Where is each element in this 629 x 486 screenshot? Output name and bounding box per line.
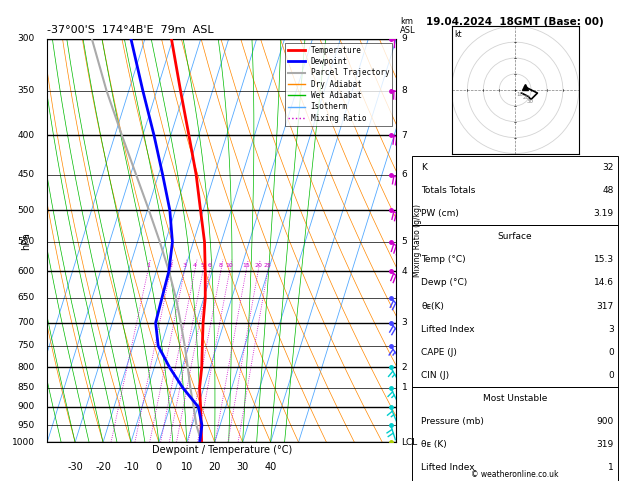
Text: 48: 48 <box>603 186 614 195</box>
Text: 8: 8 <box>219 263 223 268</box>
Text: 8: 8 <box>401 86 407 95</box>
Text: -10: -10 <box>123 463 139 472</box>
Text: LCL: LCL <box>401 438 418 447</box>
Text: 10: 10 <box>181 463 193 472</box>
Text: 300: 300 <box>18 35 35 43</box>
Text: 400: 400 <box>18 131 35 140</box>
Text: km
ASL: km ASL <box>400 17 415 35</box>
Text: Pressure (mb): Pressure (mb) <box>421 417 484 426</box>
Text: 450: 450 <box>18 170 35 179</box>
Text: 32: 32 <box>603 163 614 172</box>
Text: Totals Totals: Totals Totals <box>421 186 476 195</box>
Text: 2: 2 <box>401 363 407 372</box>
Text: 14.6: 14.6 <box>594 278 614 287</box>
Text: 0: 0 <box>608 347 614 357</box>
Text: 20: 20 <box>254 263 262 268</box>
Text: 20: 20 <box>209 463 221 472</box>
Text: 0: 0 <box>608 371 614 380</box>
Text: K: K <box>421 163 427 172</box>
Text: hPa: hPa <box>21 232 31 249</box>
Text: 30: 30 <box>237 463 249 472</box>
Text: CAPE (J): CAPE (J) <box>421 347 457 357</box>
Text: 1: 1 <box>146 263 150 268</box>
Text: Temp (°C): Temp (°C) <box>421 255 465 264</box>
Text: Surface: Surface <box>498 232 533 241</box>
Text: θᴇ (K): θᴇ (K) <box>421 440 447 449</box>
Text: Dewp (°C): Dewp (°C) <box>421 278 467 287</box>
Text: Most Unstable: Most Unstable <box>483 394 547 403</box>
Text: Lifted Index: Lifted Index <box>421 463 475 472</box>
Text: 3: 3 <box>401 318 407 327</box>
Text: 7: 7 <box>401 131 407 140</box>
Text: Lifted Index: Lifted Index <box>421 325 475 333</box>
Text: 5: 5 <box>201 263 205 268</box>
Text: 19.04.2024  18GMT (Base: 00): 19.04.2024 18GMT (Base: 00) <box>426 17 604 27</box>
Text: 1: 1 <box>401 383 407 392</box>
Text: 750: 750 <box>18 341 35 350</box>
Text: 4: 4 <box>401 267 407 276</box>
Text: 15.3: 15.3 <box>594 255 614 264</box>
Text: -20: -20 <box>95 463 111 472</box>
Text: Mixing Ratio (g/kg): Mixing Ratio (g/kg) <box>413 204 421 277</box>
Text: 650: 650 <box>18 294 35 302</box>
Text: 500: 500 <box>18 206 35 214</box>
Text: 950: 950 <box>18 420 35 430</box>
Text: 5: 5 <box>401 238 407 246</box>
Text: 15: 15 <box>242 263 250 268</box>
Text: 25: 25 <box>264 263 272 268</box>
Text: 800: 800 <box>18 363 35 372</box>
Text: 317: 317 <box>596 301 614 311</box>
Text: 1: 1 <box>608 463 614 472</box>
Text: 10: 10 <box>226 263 233 268</box>
Text: 900: 900 <box>18 402 35 412</box>
Text: 6: 6 <box>208 263 212 268</box>
Text: 9: 9 <box>401 35 407 43</box>
Text: 3.19: 3.19 <box>594 209 614 218</box>
Text: 1000: 1000 <box>12 438 35 447</box>
Text: CIN (J): CIN (J) <box>421 371 449 380</box>
Text: -30: -30 <box>67 463 83 472</box>
Text: 700: 700 <box>18 318 35 327</box>
Text: 350: 350 <box>18 86 35 95</box>
Text: 40: 40 <box>264 463 277 472</box>
X-axis label: Dewpoint / Temperature (°C): Dewpoint / Temperature (°C) <box>152 445 292 455</box>
Text: © weatheronline.co.uk: © weatheronline.co.uk <box>471 470 559 479</box>
Text: 550: 550 <box>18 238 35 246</box>
Legend: Temperature, Dewpoint, Parcel Trajectory, Dry Adiabat, Wet Adiabat, Isotherm, Mi: Temperature, Dewpoint, Parcel Trajectory… <box>285 43 392 125</box>
Text: 900: 900 <box>596 417 614 426</box>
Text: 4: 4 <box>192 263 197 268</box>
Text: PW (cm): PW (cm) <box>421 209 459 218</box>
Text: 600: 600 <box>18 267 35 276</box>
Text: 6: 6 <box>401 170 407 179</box>
Text: 3: 3 <box>608 325 614 333</box>
Text: -37°00'S  174°4B'E  79m  ASL: -37°00'S 174°4B'E 79m ASL <box>47 25 214 35</box>
Text: 0: 0 <box>156 463 162 472</box>
Text: θᴇ(K): θᴇ(K) <box>421 301 444 311</box>
Text: 850: 850 <box>18 383 35 392</box>
Text: 319: 319 <box>596 440 614 449</box>
Text: 3: 3 <box>182 263 186 268</box>
Text: 2: 2 <box>169 263 172 268</box>
